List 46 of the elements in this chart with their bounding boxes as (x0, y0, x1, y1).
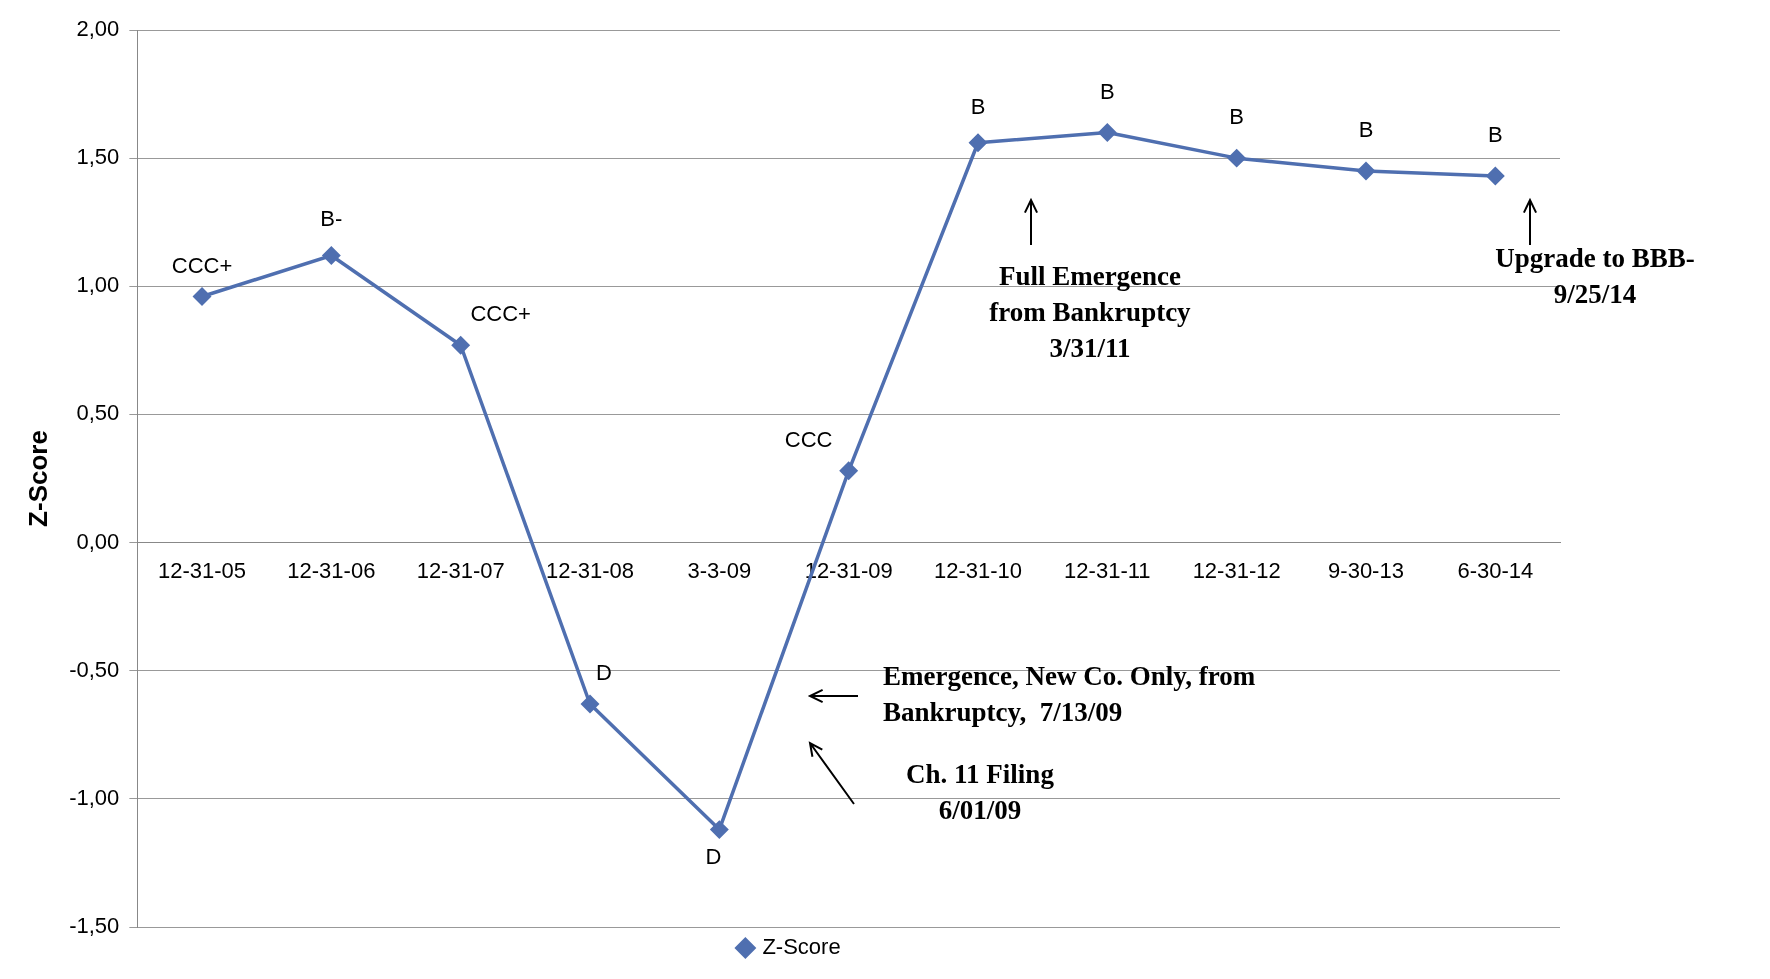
annotation: B- (320, 205, 343, 231)
y-tick-label: 0,50 (76, 400, 120, 426)
y-tick-label: -1,00 (69, 784, 120, 810)
point (969, 134, 987, 152)
x-tick-label: 6-30-14 (1457, 557, 1534, 583)
x-tick-label: 12-31-08 (545, 557, 635, 583)
x-tick-label: 12-31-07 (416, 557, 505, 583)
y-tick-label: -1,50 (69, 913, 120, 939)
x-tick-label: 12-31-10 (933, 557, 1023, 583)
annotation: Emergence, New Co. Only, from Bankruptcy, 7/13/09 (883, 660, 1256, 729)
y-tick-label: 1,50 (76, 144, 120, 170)
x-tick-label: 12-31-12 (1192, 557, 1281, 583)
legend-label: Z-Score (762, 934, 841, 960)
annotation: B (1487, 122, 1503, 148)
annotation: D (705, 843, 722, 869)
point (839, 462, 858, 480)
y-tick-label: -0,50 (69, 656, 120, 682)
y-tick-label: 1,00 (76, 272, 120, 298)
x-tick-label: 9-30-13 (1328, 557, 1404, 583)
point (1098, 123, 1117, 142)
y-axis-title: Z-Score (22, 430, 53, 527)
point (1227, 149, 1246, 167)
annotation: B (1358, 117, 1374, 143)
point (581, 695, 599, 713)
annotation: CCC+ (470, 301, 531, 327)
annotation: Upgrade to BBB- 9/25/14 (1494, 242, 1696, 311)
annotation: Full Emergence from Bankruptcy 3/31/11 (988, 260, 1192, 365)
point (193, 287, 211, 306)
annotation: Ch. 11 Filing 6/01/09 (905, 758, 1055, 827)
point (451, 336, 470, 354)
point (710, 820, 729, 839)
x-tick-label: 12-31-11 (1064, 557, 1151, 583)
point (1486, 167, 1505, 185)
annotation: B (970, 93, 986, 119)
y-tick-label: 0,00 (76, 528, 120, 554)
x-tick-label: 3-3-09 (687, 557, 752, 583)
point (1357, 162, 1375, 180)
point (322, 246, 341, 265)
annotation: B (1229, 104, 1245, 130)
annotation: CCC (784, 426, 833, 452)
annotation: CCC+ (171, 252, 233, 278)
y-tick-label: 2,00 (76, 16, 120, 42)
x-tick-label: 12-31-06 (287, 557, 376, 583)
x-tick-label: 12-31-05 (157, 557, 247, 583)
annotation: D (596, 660, 612, 686)
annotation: B (1099, 78, 1115, 104)
